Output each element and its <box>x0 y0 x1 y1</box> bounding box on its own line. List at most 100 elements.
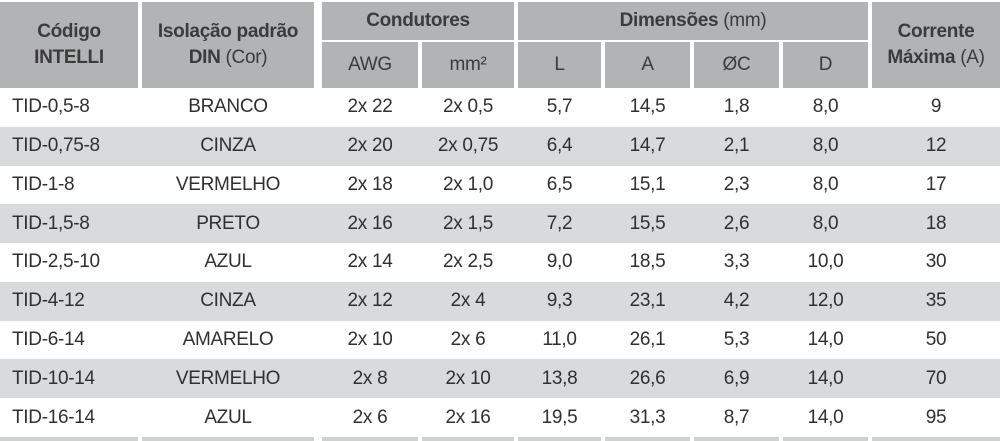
cell-mm2: 2x 2,5 <box>443 251 493 273</box>
partial-row-segment <box>518 436 601 441</box>
cell-codigo: TID-1-8 <box>12 173 75 195</box>
header-mm-unit-label: (mm) <box>723 10 767 31</box>
cell-awg: 2x 22 <box>347 96 393 118</box>
header-codigo-line2: INTELLI <box>34 47 104 68</box>
cell-awg: 2x 10 <box>347 328 393 350</box>
cell-mm2: 2x 1,0 <box>443 173 493 195</box>
cell-dim-d: 14,0 <box>807 406 844 428</box>
cell-corrente: 17 <box>925 173 947 195</box>
cell-awg: 2x 8 <box>352 367 388 389</box>
header-isolacao-line1: Isolação padrão <box>157 21 299 42</box>
cell-cor: CINZA <box>200 290 256 312</box>
header-awg: AWG <box>322 42 418 88</box>
cell-mm2: 2x 0,5 <box>443 96 493 118</box>
cell-dim-a: 31,3 <box>629 406 666 428</box>
header-cor-label: (Cor) <box>225 47 268 68</box>
cell-mm2: 2x 1,5 <box>443 212 493 234</box>
header-din-label: DIN <box>188 47 221 68</box>
header-dimensoes-subrow: L A ØC D <box>518 42 868 88</box>
cell-dim-a: 15,5 <box>629 212 666 234</box>
cell-dim-d: 14,0 <box>807 328 844 350</box>
cell-dim-a: 14,5 <box>629 96 666 118</box>
header-group-condutores: Condutores AWG mm² <box>322 2 514 88</box>
cell-awg: 2x 6 <box>352 406 388 428</box>
cell-dim-l: 11,0 <box>542 328 577 350</box>
cell-corrente: 18 <box>925 212 947 234</box>
cell-codigo: TID-0,75-8 <box>12 135 100 157</box>
cell-dim-l: 9,0 <box>546 251 573 273</box>
header-corrente-maxima: Corrente Máxima (A) <box>872 2 1000 88</box>
cell-dim-a: 18,5 <box>629 251 666 273</box>
cell-dim-d: 14,0 <box>807 367 844 389</box>
cell-dim-l: 13,8 <box>541 367 578 389</box>
partial-row-segment <box>422 436 514 441</box>
cell-mm2: 2x 10 <box>445 367 491 389</box>
cell-dim-l: 6,5 <box>546 173 573 195</box>
partial-row-segment <box>872 436 1000 441</box>
cell-dim-d: 8,0 <box>812 135 839 157</box>
cell-dim-oc: 2,3 <box>723 173 750 195</box>
table-header: Código INTELLI Isolação padrão DIN (Cor)… <box>0 0 1000 88</box>
cell-dim-oc: 4,2 <box>723 290 750 312</box>
cell-codigo: TID-10-14 <box>12 367 95 389</box>
cell-corrente: 95 <box>925 406 947 428</box>
cell-awg: 2x 20 <box>347 135 393 157</box>
header-dim-a: A <box>605 42 690 88</box>
cell-dim-d: 8,0 <box>812 173 839 195</box>
cell-dim-oc: 1,8 <box>723 96 750 118</box>
cell-dim-a: 26,1 <box>629 328 666 350</box>
cell-dim-d: 10,0 <box>807 251 844 273</box>
header-dim-l: L <box>518 42 601 88</box>
table-row: TID-16-14 AZUL 2x 6 2x 16 19,5 31,3 8,7 14,0 95 <box>0 398 1000 437</box>
cell-awg: 2x 14 <box>347 251 393 273</box>
cell-dim-a: 14,7 <box>629 135 666 157</box>
cell-dim-l: 7,2 <box>546 212 573 234</box>
partial-row-segment <box>322 436 418 441</box>
cell-dim-a: 23,1 <box>629 290 666 312</box>
cell-corrente: 35 <box>925 290 947 312</box>
partial-row-segment <box>694 436 779 441</box>
cell-corrente: 30 <box>925 251 947 273</box>
header-corrente-line2: Máxima (A) <box>887 45 985 71</box>
cell-cor: VERMELHO <box>175 173 281 195</box>
cell-cor: BRANCO <box>188 96 268 118</box>
cell-cor: AZUL <box>204 251 252 273</box>
bottom-partial-row <box>0 436 1000 441</box>
cell-codigo: TID-16-14 <box>12 406 95 428</box>
cell-mm2: 2x 0,75 <box>437 135 499 157</box>
table-row: TID-1-8 VERMELHO 2x 18 2x 1,0 6,5 15,1 2,3 8,0 1… <box>0 165 1000 205</box>
cell-dim-a: 26,6 <box>629 367 666 389</box>
table-row: TID-2,5-10 AZUL 2x 14 2x 2,5 9,0 18,5 3,3 10,0 3… <box>0 243 1000 282</box>
cell-corrente: 70 <box>925 367 947 389</box>
cell-mm2: 2x 6 <box>450 328 486 350</box>
cell-mm2: 2x 4 <box>450 290 486 312</box>
table-row: TID-0,75-8 CINZA 2x 20 2x 0,75 6,4 14,7 2,1 8,0… <box>0 126 1000 166</box>
cell-awg: 2x 16 <box>347 212 393 234</box>
cell-codigo: TID-2,5-10 <box>12 251 100 273</box>
cell-mm2: 2x 16 <box>445 406 491 428</box>
header-condutores-subrow: AWG mm² <box>322 42 514 88</box>
cell-dim-oc: 3,3 <box>723 251 750 273</box>
partial-row-segment <box>142 436 314 441</box>
cell-dim-l: 5,7 <box>546 96 573 118</box>
table-row: TID-10-14 VERMELHO 2x 8 2x 10 13,8 26,6 6,9 14,… <box>0 359 1000 399</box>
header-isolacao-din: Isolação padrão DIN (Cor) <box>142 2 314 88</box>
table-row: TID-1,5-8 PRETO 2x 16 2x 1,5 7,2 15,5 2,6 8,0 18 <box>0 204 1000 244</box>
partial-row-segment <box>783 436 868 441</box>
table-row: TID-6-14 AMARELO 2x 10 2x 6 11,0 26,1 5,3 14,0 5… <box>0 320 1000 360</box>
cell-dim-oc: 5,3 <box>723 328 750 350</box>
cell-codigo: TID-4-12 <box>12 290 85 312</box>
header-ampere-unit-label: (A) <box>960 47 985 68</box>
cell-dim-a: 15,1 <box>629 173 666 195</box>
cell-dim-d: 8,0 <box>812 96 839 118</box>
cell-awg: 2x 18 <box>347 173 393 195</box>
header-codigo-intelli: Código INTELLI <box>0 2 138 88</box>
table-body: TID-0,5-8 BRANCO 2x 22 2x 0,5 5,7 14,5 1,8 8,0 9… <box>0 88 1000 437</box>
header-dim-d: D <box>783 42 868 88</box>
header-condutores-title: Condutores <box>322 2 514 40</box>
cell-codigo: TID-6-14 <box>12 328 85 350</box>
cell-dim-l: 9,3 <box>546 290 573 312</box>
partial-row-segment <box>605 436 690 441</box>
partial-row-segment <box>0 436 138 441</box>
cell-dim-oc: 2,1 <box>723 135 750 157</box>
